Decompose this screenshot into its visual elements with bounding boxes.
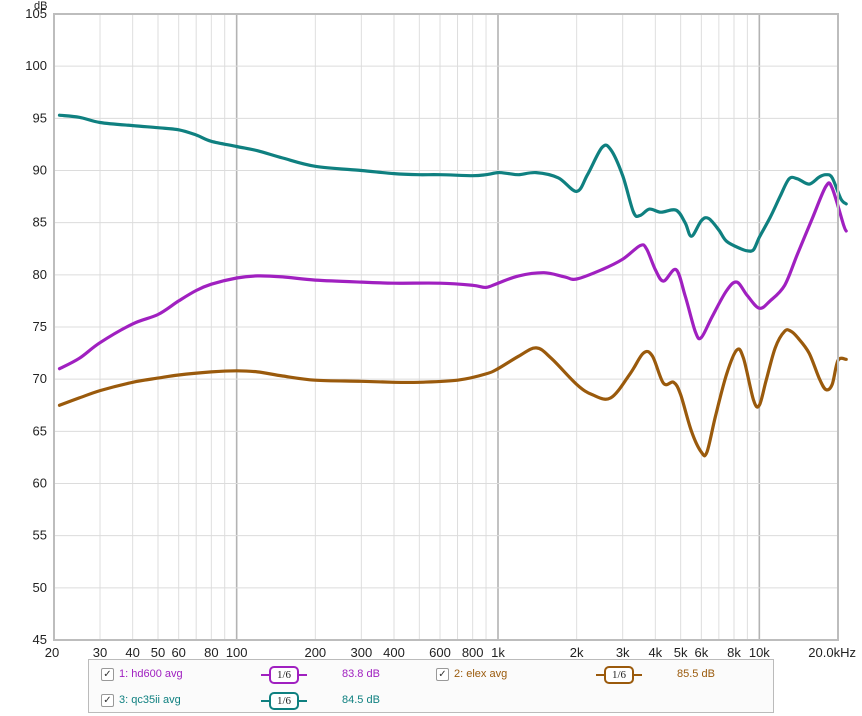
- x-tick-label: 8k: [727, 645, 741, 660]
- legend-row: ✓ 1: hd600 avg 1/6 83.8 dB ✓ 2: elex avg…: [89, 664, 773, 684]
- y-tick-label: 50: [33, 580, 47, 595]
- legend-row: ✓ 3: qc35ii avg 1/6 84.5 dB: [89, 690, 773, 710]
- x-tick-label: 10k: [749, 645, 770, 660]
- checkbox-elex[interactable]: ✓: [436, 667, 449, 681]
- series-line-1: [57, 181, 848, 371]
- x-tick-label: 60: [171, 645, 185, 660]
- level-qc35ii: 84.5 dB: [342, 694, 380, 706]
- legend-panel: ✓ 1: hd600 avg 1/6 83.8 dB ✓ 2: elex avg…: [88, 659, 774, 713]
- legend-label-hd600: 1: hd600 avg: [119, 668, 183, 680]
- y-tick-label: 65: [33, 423, 47, 438]
- y-tick-label: 55: [33, 528, 47, 543]
- x-axis-ticks: 20 30 40 50 60 80 100 200 300 400 600 800 1k 2k 3k 4k 5k…: [45, 645, 856, 660]
- x-tick-label: 2k: [570, 645, 584, 660]
- series-line-2: [57, 328, 848, 458]
- series-lines: [57, 113, 848, 458]
- x-tick-label: 6k: [694, 645, 708, 660]
- x-tick-label: 400: [383, 645, 405, 660]
- smoothing-control-qc35ii[interactable]: 1/6: [261, 692, 307, 710]
- legend-item-hd600[interactable]: ✓ 1: hd600 avg: [101, 664, 183, 684]
- y-tick-label: 75: [33, 319, 47, 334]
- y-axis-unit: dB: [34, 0, 47, 12]
- y-tick-label: 90: [33, 163, 47, 178]
- y-axis-ticks: 45 50 55 60 65 70 75 80 85 90 95 100 105: [25, 6, 47, 647]
- y-tick-label: 45: [33, 632, 47, 647]
- x-tick-label: 800: [462, 645, 484, 660]
- legend-label-elex: 2: elex avg: [454, 668, 508, 680]
- x-tick-label: 20.0kHz: [808, 645, 856, 660]
- x-tick-label: 30: [93, 645, 107, 660]
- x-tick-label: 100: [226, 645, 248, 660]
- legend-item-qc35ii[interactable]: ✓ 3: qc35ii avg: [101, 690, 181, 710]
- y-tick-label: 80: [33, 267, 47, 282]
- y-tick-label: 70: [33, 371, 47, 386]
- level-hd600: 83.8 dB: [342, 668, 380, 680]
- smoothing-control-hd600[interactable]: 1/6: [261, 666, 307, 684]
- smoothing-control-elex[interactable]: 1/6: [596, 666, 642, 684]
- x-tick-label: 300: [351, 645, 373, 660]
- checkbox-qc35ii[interactable]: ✓: [101, 693, 114, 707]
- x-tick-label: 600: [429, 645, 451, 660]
- x-tick-label: 40: [125, 645, 139, 660]
- y-tick-label: 60: [33, 476, 47, 491]
- plot-frame: [53, 13, 839, 641]
- y-tick-label: 85: [33, 215, 47, 230]
- frequency-response-chart: 45 50 55 60 65 70 75 80 85 90 95 100 105 20 30 40 50 60 8…: [25, 0, 856, 660]
- level-elex: 85.5 dB: [677, 668, 715, 680]
- x-tick-label: 200: [304, 645, 326, 660]
- x-tick-label: 3k: [616, 645, 630, 660]
- x-tick-label: 1k: [491, 645, 505, 660]
- x-tick-label: 50: [151, 645, 165, 660]
- y-tick-label: 105: [25, 6, 47, 21]
- legend-label-qc35ii: 3: qc35ii avg: [119, 694, 181, 706]
- x-tick-label: 5k: [674, 645, 688, 660]
- series-line-3: [57, 113, 848, 253]
- checkbox-hd600[interactable]: ✓: [101, 667, 114, 681]
- x-tick-label: 20: [45, 645, 59, 660]
- y-tick-label: 95: [33, 110, 47, 125]
- legend-item-elex[interactable]: ✓ 2: elex avg: [436, 664, 507, 684]
- x-tick-label: 80: [204, 645, 218, 660]
- y-tick-label: 100: [25, 58, 47, 73]
- x-tick-label: 4k: [648, 645, 662, 660]
